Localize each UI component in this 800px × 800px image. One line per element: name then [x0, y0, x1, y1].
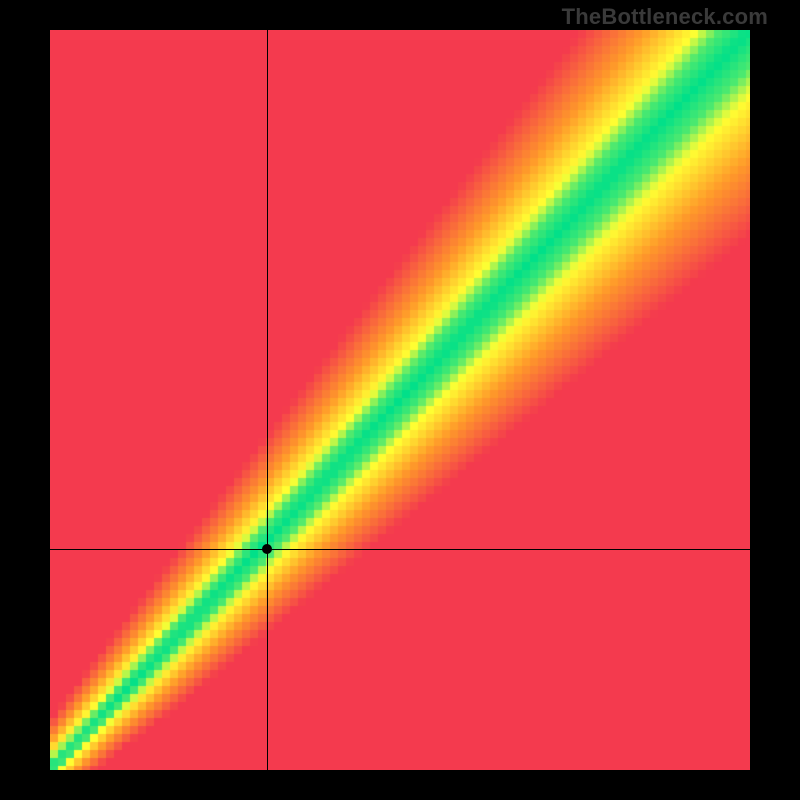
watermark-text: TheBottleneck.com	[562, 4, 768, 30]
bottleneck-heatmap	[50, 30, 750, 770]
selection-marker	[262, 544, 272, 554]
crosshair-horizontal	[50, 549, 750, 550]
crosshair-vertical	[267, 30, 268, 770]
heatmap-canvas	[50, 30, 750, 770]
